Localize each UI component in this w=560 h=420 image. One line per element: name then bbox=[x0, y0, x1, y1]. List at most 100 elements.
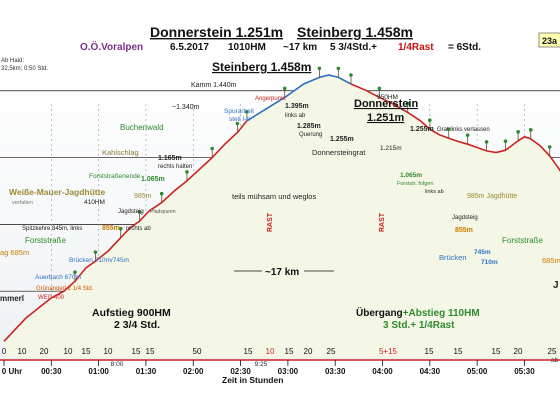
annotation-spurarbeit: Spurarbeit bbox=[224, 108, 254, 115]
annotation-rast-1: RAST bbox=[267, 212, 274, 232]
tree-crown bbox=[93, 250, 98, 254]
tick-row1-9: 15 bbox=[244, 347, 253, 356]
total-label: = 6Std. bbox=[448, 42, 481, 53]
tick-row1-4: 15 bbox=[82, 347, 91, 356]
tree-crown bbox=[528, 128, 533, 132]
annotation-forststrasse-1: Forststraße bbox=[25, 236, 66, 245]
annotation-985a: 985m bbox=[134, 193, 152, 200]
annotation-855b: 855m bbox=[455, 227, 473, 234]
tick-row1-18: 20 bbox=[514, 347, 523, 356]
tree-crown bbox=[118, 226, 123, 231]
tick-label-2: 01:00 bbox=[88, 367, 109, 376]
annotation-685b: 685m bbox=[542, 256, 560, 265]
tick-label-11: 05:30 bbox=[514, 367, 535, 376]
annotation-edge-j: J bbox=[553, 280, 559, 291]
chart-title-steinberg: Steinberg 1.458m bbox=[297, 24, 413, 40]
annotation-forststrassenende: Forststraßenende bbox=[89, 173, 141, 180]
annotation-745: 745m bbox=[474, 249, 491, 256]
tick-row1-6: 15 bbox=[132, 347, 141, 356]
annotation-steinberg: Steinberg 1.458m bbox=[212, 60, 311, 74]
annotation-auerbach: Auerbach 670m bbox=[35, 274, 81, 281]
tick-label-0: 0 Uhr bbox=[2, 367, 22, 376]
annotation-kahlschlag: Kahlschlag bbox=[102, 148, 139, 157]
annotation-bruecken-1: Brücken 710m/745m bbox=[69, 257, 129, 264]
annotation-mmerl: mmerl bbox=[0, 294, 24, 303]
tree-crown bbox=[137, 210, 142, 214]
duration-label: 5 3/4Std.+ bbox=[330, 42, 377, 53]
tree-crown bbox=[446, 127, 451, 131]
tree-crown bbox=[185, 170, 189, 174]
annotation-spitzkehre: Spitzkehre 845m, links bbox=[22, 226, 82, 232]
terrain-area bbox=[4, 75, 560, 358]
annotation-weg400: WEG 400 bbox=[38, 295, 65, 301]
annotation-1255b: 1.255m bbox=[410, 126, 434, 133]
annotation-querung: Querung bbox=[299, 132, 322, 138]
annotation-angerpunkt: Angerpunkt bbox=[255, 96, 286, 102]
profile-lines bbox=[3, 74, 560, 342]
tick-row1-17: 15 bbox=[492, 347, 501, 356]
annotation-1065b: 1.065m bbox=[400, 172, 422, 179]
left-note-line1: Ab Haid: bbox=[1, 58, 24, 64]
tick-label-1: 00:30 bbox=[41, 367, 62, 376]
tick-row1-3: 10 bbox=[64, 347, 73, 356]
tree-crown bbox=[73, 270, 77, 274]
corner-tag: 23a bbox=[542, 36, 558, 46]
annotation-grat-links: Grat links verlassen bbox=[437, 127, 490, 133]
mid-time-0: 8:00 bbox=[111, 361, 124, 368]
annotation-685a: ag 685m bbox=[0, 248, 29, 257]
tick-label-7: 03:30 bbox=[325, 367, 346, 376]
tree-crown bbox=[210, 146, 214, 151]
tick-row1-16: 15 bbox=[454, 347, 463, 356]
tick-row1-13: 25 bbox=[327, 347, 336, 356]
tick-label-10: 05:00 bbox=[467, 367, 488, 376]
annotation-forststr-folgen: Forststr. folgen bbox=[397, 181, 433, 187]
tree-crown bbox=[159, 191, 164, 196]
tree-crown bbox=[235, 121, 240, 126]
annotation-410hm: 410HM bbox=[84, 199, 105, 206]
annotation-710: 710m bbox=[481, 259, 498, 266]
x-axis: 0 10 20 10 15 10 15 15 50 15 10 15 20 25 5+15 15 15 15 20 2… bbox=[0, 347, 560, 376]
tick-label-9: 04:30 bbox=[420, 367, 441, 376]
tree-crown bbox=[484, 140, 489, 144]
annotation-jagdsteig-1: Jagdsteig bbox=[118, 209, 144, 215]
chart-title-donnerstein: Donnerstein 1.251m bbox=[150, 24, 283, 40]
tick-label-6: 03:00 bbox=[278, 367, 299, 376]
tick-row1-14: 5+15 bbox=[379, 347, 398, 356]
chart-header: Donnerstein 1.251m Steinberg 1.458m O.Ö.… bbox=[80, 24, 560, 53]
tick-label-3: 01:30 bbox=[136, 367, 157, 376]
annotation-forststrasse-2: Forststraße bbox=[502, 236, 543, 245]
annotation-rast-2: RAST bbox=[379, 212, 386, 232]
tree-crown bbox=[516, 130, 520, 134]
tick-row1-19: 25 bbox=[548, 347, 557, 356]
left-note: Ab Haid: 32,5km; 0:50 Std. bbox=[1, 58, 48, 72]
annotation-donnerstein-height: 1.251m bbox=[367, 112, 405, 124]
tree-crown bbox=[377, 86, 382, 91]
profile-segment-3 bbox=[350, 83, 560, 172]
annotation-pfadspuren: Pfadspuren bbox=[150, 209, 176, 215]
tree-crown bbox=[405, 101, 410, 106]
mid-time-1: 9:25 bbox=[255, 361, 268, 368]
annotation-1340: ~1.340m bbox=[172, 104, 200, 111]
tick-row1-10: 10 bbox=[266, 347, 275, 356]
annotation-1165: 1.165m bbox=[158, 155, 182, 162]
annotation-weisse-mauer: Weiße-Mauer-Jagdhütte bbox=[9, 187, 105, 197]
annotation-buchenwald: Buchenwald bbox=[120, 123, 164, 132]
annotation-985b: 985m Jagdhütte bbox=[467, 193, 517, 200]
tree-markers bbox=[73, 66, 552, 282]
annotation-gruenangerl: Grünangerl 2 1/4 Std. bbox=[36, 286, 94, 292]
tick-label-8: 04:00 bbox=[372, 367, 393, 376]
annotation-verfallen: verfallen bbox=[12, 200, 33, 206]
tree-crown bbox=[428, 118, 432, 122]
annotation-links-ab-2: links ab bbox=[425, 189, 444, 195]
annotation-donnerstein: Donnerstein bbox=[354, 98, 418, 110]
ascent-label: 1010HM bbox=[228, 42, 266, 53]
tick-row1-15: 15 bbox=[425, 347, 434, 356]
tick-row1-7: 15 bbox=[146, 347, 155, 356]
tree-crown bbox=[547, 145, 552, 149]
annotation-bruecken-2: Brücken bbox=[439, 253, 467, 262]
distance-label: ~17 km bbox=[283, 42, 317, 53]
annotation-17km: ~17 km bbox=[265, 267, 299, 278]
tree-crown bbox=[245, 109, 249, 114]
corner-tag-box bbox=[538, 32, 560, 48]
